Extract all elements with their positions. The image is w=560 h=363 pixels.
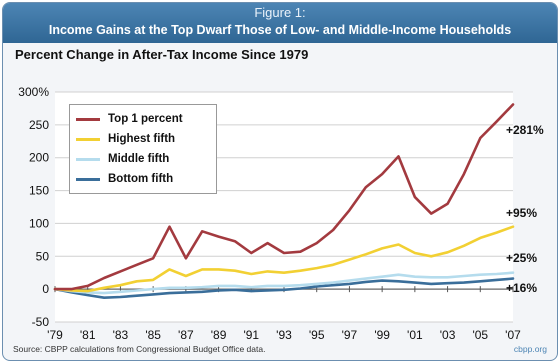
- legend-label-highest-fifth: Highest fifth: [108, 133, 175, 145]
- legend-label-bottom-fifth: Bottom fifth: [108, 173, 173, 185]
- legend-item-top1: Top 1 percent: [76, 111, 183, 127]
- x-tick-label: '79: [47, 328, 63, 342]
- chart-legend: Top 1 percent Highest fifth Middle fifth…: [69, 104, 217, 194]
- x-tick-label: '91: [243, 328, 259, 342]
- legend-swatch-bottom-fifth: [76, 178, 100, 181]
- legend-item-bottom-fifth: Bottom fifth: [76, 171, 173, 187]
- x-tick-label: '95: [309, 328, 325, 342]
- legend-item-highest-fifth: Highest fifth: [76, 131, 175, 147]
- y-tick-label: -50: [32, 315, 50, 329]
- legend-label-middle-fifth: Middle fifth: [108, 153, 169, 165]
- x-tick-label: '89: [211, 328, 227, 342]
- x-tick-label: '93: [276, 328, 292, 342]
- y-tick-label: 0: [42, 282, 49, 296]
- legend-swatch-highest-fifth: [76, 138, 100, 141]
- x-tick-label: '81: [80, 328, 96, 342]
- x-tick-label: '03: [440, 328, 456, 342]
- source-note: Source: CBPP calculations from Congressi…: [13, 344, 265, 354]
- legend-swatch-top1: [76, 118, 100, 121]
- x-tick-label: '85: [145, 328, 161, 342]
- y-tick-label: 50: [36, 249, 50, 263]
- y-tick-label: 300%: [18, 85, 49, 99]
- end-label-bottom-fifth: +16%: [506, 281, 537, 295]
- x-tick-label: '07: [505, 328, 521, 342]
- y-tick-label: 250: [29, 118, 49, 132]
- legend-label-top1: Top 1 percent: [108, 113, 183, 125]
- y-tick-label: 200: [29, 151, 49, 165]
- x-tick-label: '01: [407, 328, 423, 342]
- y-tick-label: 150: [29, 184, 49, 198]
- x-tick-label: '99: [374, 328, 390, 342]
- credit-link[interactable]: cbpp.org: [514, 344, 547, 354]
- x-tick-label: '87: [178, 328, 194, 342]
- end-label-highest-fifth: +95%: [506, 206, 537, 220]
- legend-swatch-middle-fifth: [76, 158, 100, 161]
- x-tick-label: '97: [342, 328, 358, 342]
- x-tick-label: '83: [113, 328, 129, 342]
- x-tick-label: '05: [472, 328, 488, 342]
- end-label-top-1-percent: +281%: [506, 123, 544, 137]
- end-label-middle-fifth: +25%: [506, 251, 537, 265]
- y-tick-label: 100: [29, 216, 49, 230]
- legend-item-middle-fifth: Middle fifth: [76, 151, 169, 167]
